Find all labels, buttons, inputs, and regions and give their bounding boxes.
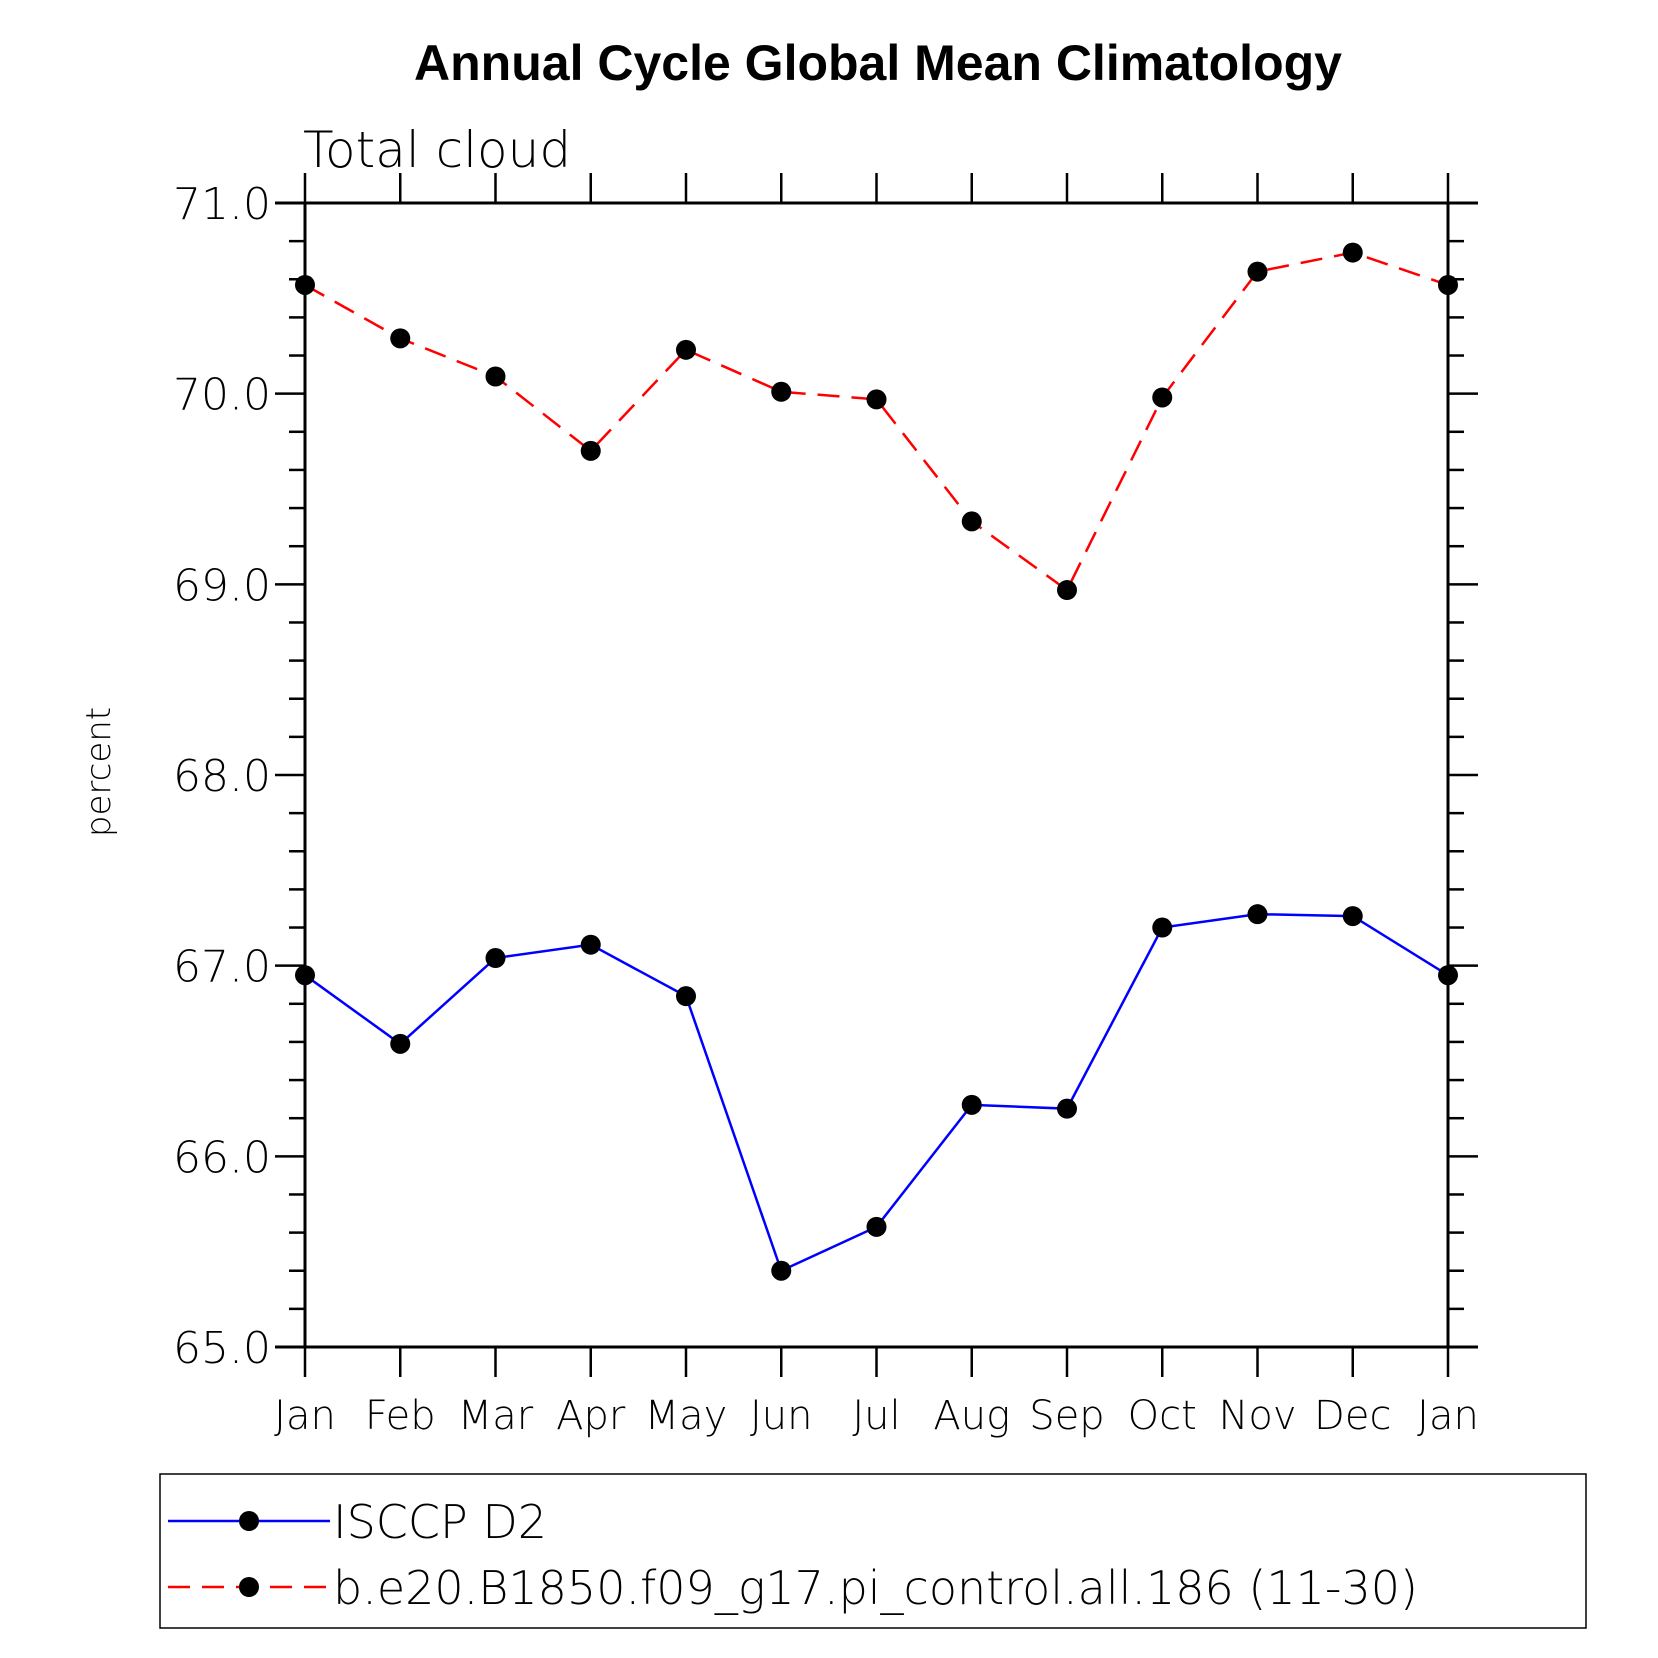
x-tick-label: Jul <box>852 1393 900 1439</box>
legend-label: ISCCP D2 <box>333 1495 547 1549</box>
data-point <box>961 1094 982 1115</box>
chart-subtitle: Total cloud <box>303 121 571 179</box>
data-point <box>676 339 696 360</box>
data-point <box>1057 1098 1077 1119</box>
y-tick-label: 66.0 <box>173 1132 271 1183</box>
x-tick-labels: Jan Feb Mar Apr May Jun Jul Aug Sep Oct Nov Dec Jan <box>274 1393 1479 1439</box>
series-2 <box>295 242 1458 601</box>
legend-marker <box>239 1577 259 1597</box>
x-tick-label: Dec <box>1314 1393 1391 1439</box>
data-point <box>1342 906 1363 927</box>
x-tick-label: Feb <box>365 1393 436 1439</box>
data-point <box>961 511 982 532</box>
data-point <box>295 965 315 986</box>
data-point <box>1152 387 1173 408</box>
data-point <box>1247 261 1268 282</box>
y-tick-label: 68.0 <box>173 751 271 802</box>
data-point <box>771 1260 792 1281</box>
data-point <box>1057 580 1077 601</box>
chart-title: Annual Cycle Global Mean Climatology <box>414 35 1342 91</box>
data-point <box>295 274 315 295</box>
x-tick-label: Mar <box>458 1393 534 1439</box>
y-tick-label: 65.0 <box>173 1323 271 1374</box>
axes <box>275 173 1478 1377</box>
data-point <box>676 986 696 1007</box>
series-layer <box>295 242 1458 1281</box>
data-point <box>580 440 601 461</box>
x-tick-label: Sep <box>1029 1393 1104 1439</box>
y-tick-label: 71.0 <box>173 179 271 230</box>
data-point <box>485 948 506 969</box>
legend: ISCCP D2 b.e20.B1850.f09_g17.pi_control.a… <box>159 1473 1587 1629</box>
data-point <box>390 328 411 349</box>
data-point <box>1342 242 1363 263</box>
y-tick-label: 69.0 <box>173 560 271 611</box>
legend-box <box>159 1473 1587 1629</box>
x-tick-label: Nov <box>1218 1393 1296 1439</box>
data-point <box>866 389 887 410</box>
x-tick-label: Jan <box>274 1393 336 1439</box>
y-tick-label: 67.0 <box>173 942 271 993</box>
y-axis-label: percent <box>79 707 119 837</box>
legend-marker <box>239 1511 259 1531</box>
data-point <box>1438 965 1458 986</box>
series-1 <box>295 904 1458 1281</box>
data-point <box>1438 274 1458 295</box>
y-tick-labels: 65.0 66.0 67.0 68.0 69.0 70.0 71.0 <box>173 179 271 1374</box>
data-point <box>485 366 506 387</box>
x-tick-label: Jun <box>750 1393 813 1439</box>
data-point <box>580 934 601 955</box>
data-point <box>1152 917 1173 938</box>
x-tick-label: Oct <box>1128 1393 1197 1439</box>
x-tick-label: Aug <box>933 1393 1010 1439</box>
y-tick-label: 70.0 <box>173 370 271 421</box>
legend-item-1: ISCCP D2 <box>168 1495 547 1549</box>
x-tick-label: Apr <box>556 1393 626 1439</box>
x-tick-label: May <box>645 1393 728 1439</box>
plot-frame <box>303 201 1450 1349</box>
data-point <box>771 381 792 402</box>
legend-item-2: b.e20.B1850.f09_g17.pi_control.all.186 (… <box>168 1561 1418 1615</box>
data-point <box>390 1033 411 1054</box>
legend-label: b.e20.B1850.f09_g17.pi_control.all.186 (… <box>333 1561 1418 1615</box>
data-point <box>1247 904 1268 925</box>
data-point <box>866 1216 887 1237</box>
x-tick-label: Jan <box>1417 1393 1479 1439</box>
series-line <box>304 251 1449 592</box>
